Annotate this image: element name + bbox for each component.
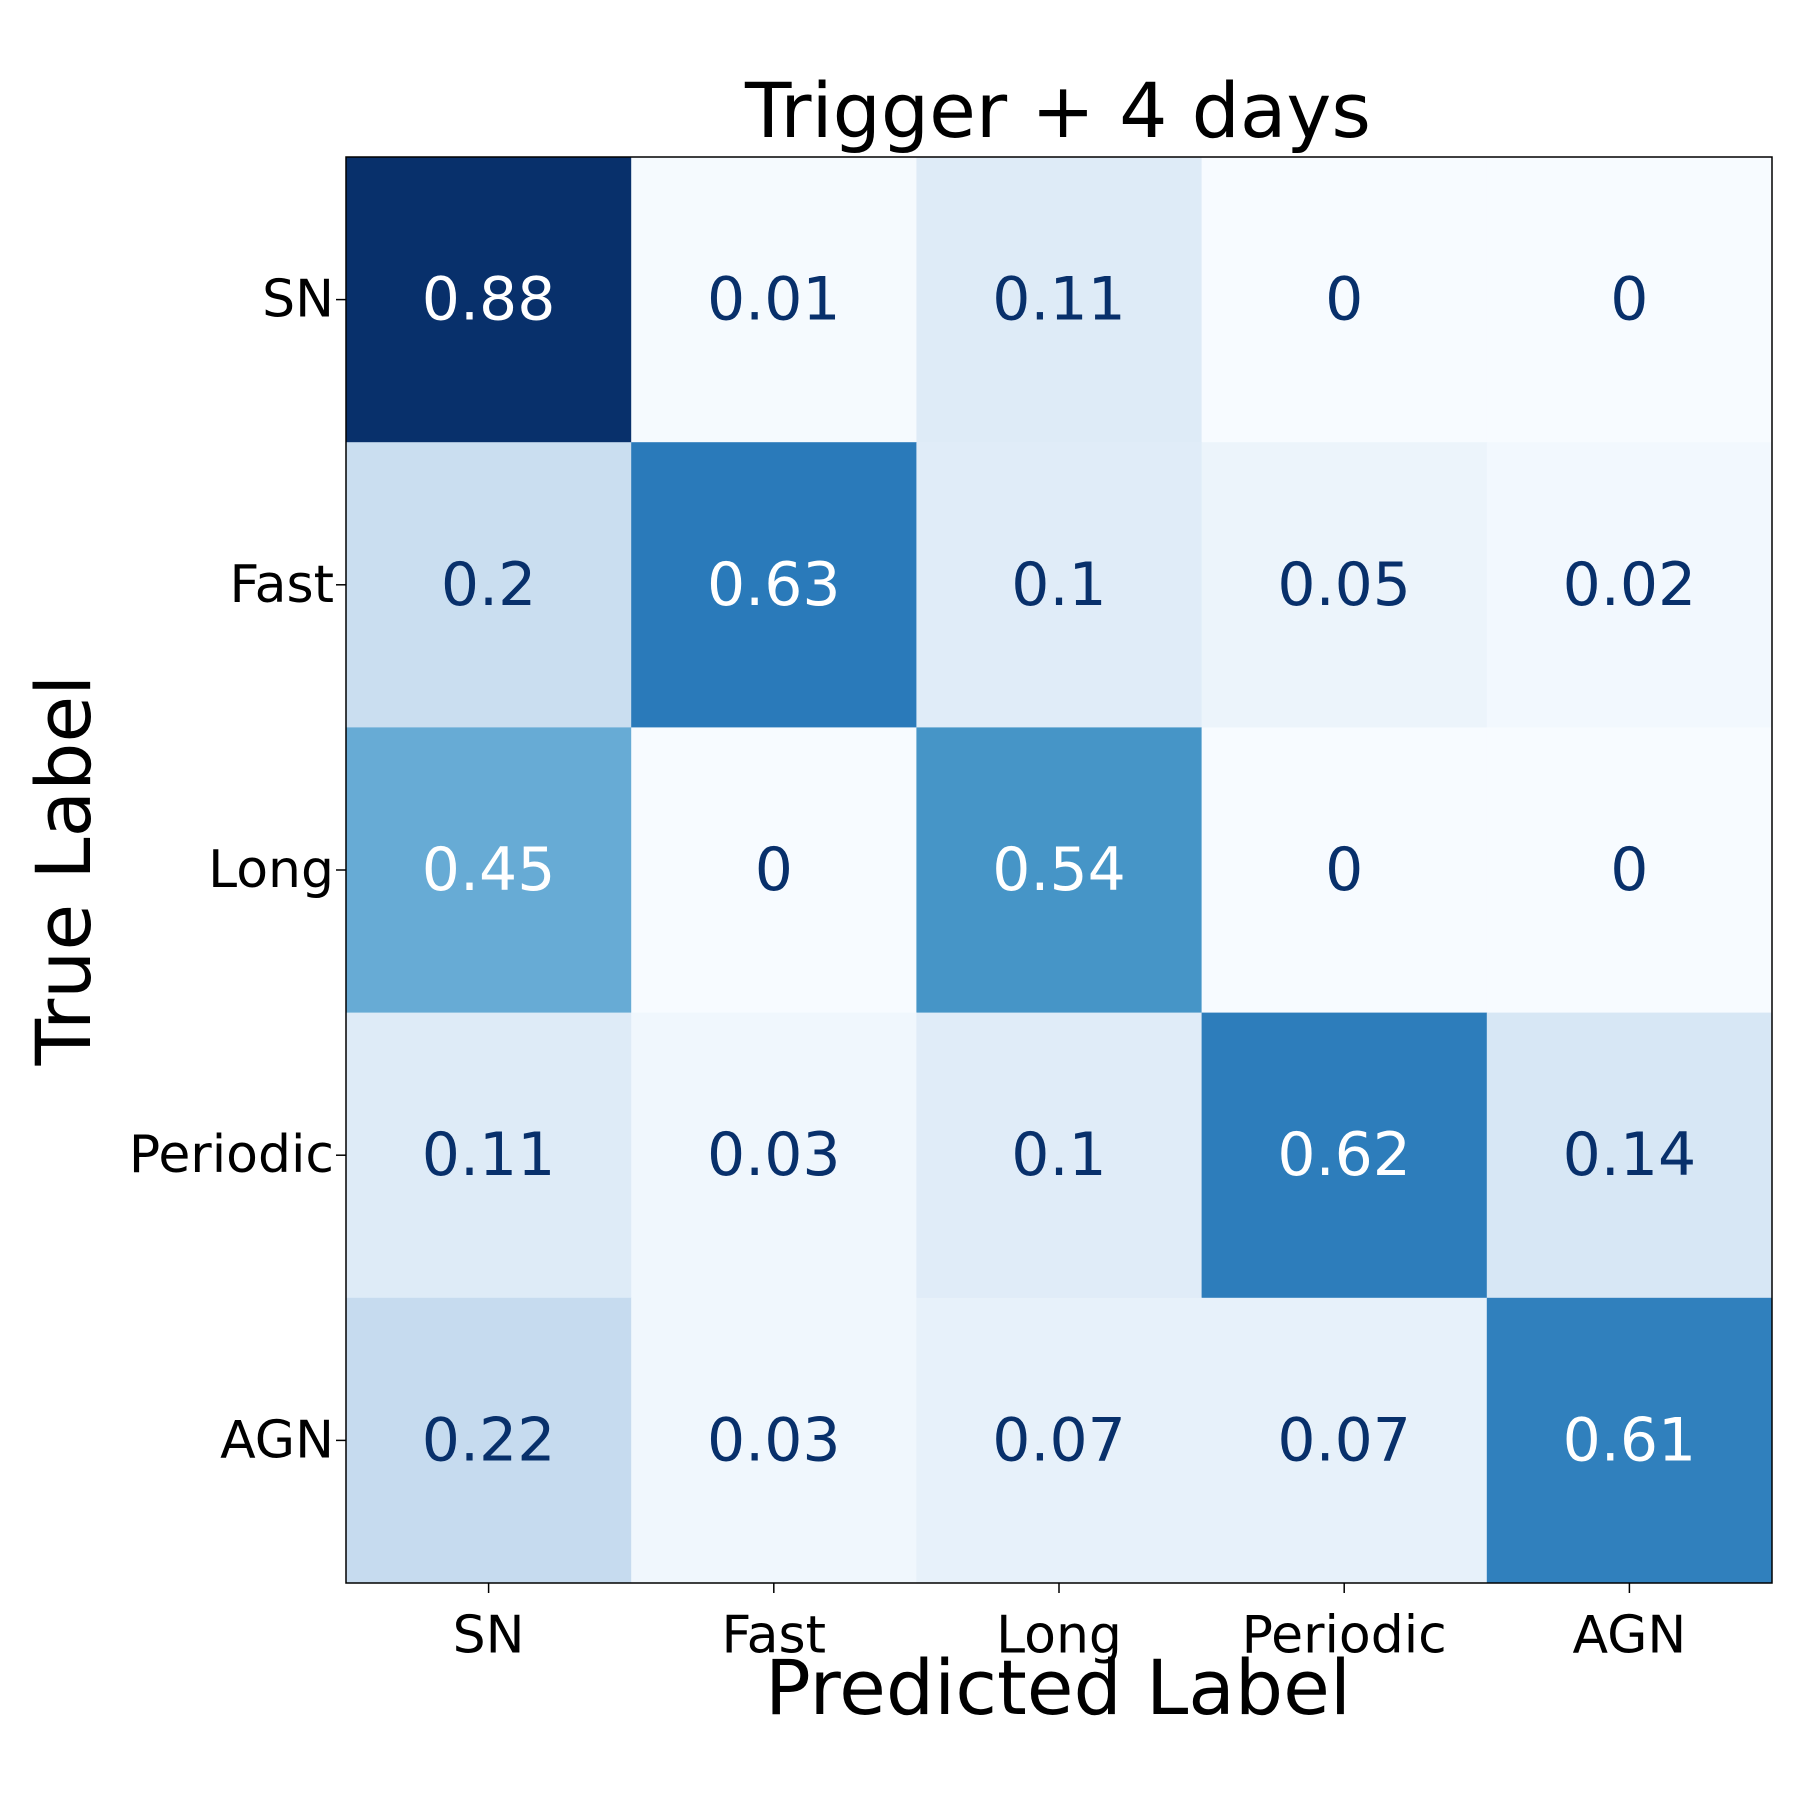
- heatmap-cell: [1201, 442, 1488, 728]
- cell-value-label: 0: [1325, 265, 1363, 335]
- y-tick-label: Periodic: [129, 1125, 334, 1185]
- heatmap-cell: [916, 1297, 1203, 1584]
- y-tick-label: Long: [208, 840, 334, 900]
- heatmap-cell: [631, 1297, 917, 1584]
- cell-value-label: 0.07: [1277, 1405, 1411, 1475]
- heatmap-cell: [631, 727, 917, 1014]
- y-tick-label: AGN: [220, 1410, 334, 1470]
- heatmap-cell: [916, 727, 1203, 1014]
- heatmap-cell: [1201, 727, 1488, 1014]
- cell-value-labels: 0.88 0.01 0.11 0 0 0.2 0.63 0.1 0.05 0.02 0.45 0 0.5…: [422, 265, 1696, 1476]
- heatmap-cell: [916, 1012, 1203, 1299]
- cell-value-label: 0.62: [1277, 1120, 1411, 1190]
- heatmap-cell: [916, 157, 1203, 443]
- heatmap-cell: [1486, 1012, 1773, 1299]
- heatmap-cell: [346, 157, 632, 443]
- cell-value-label: 0.1: [1011, 550, 1106, 620]
- cell-value-label: 0.07: [992, 1405, 1126, 1475]
- y-axis-label: True Label: [19, 675, 108, 1067]
- cell-value-label: 0.61: [1563, 1405, 1697, 1475]
- cell-value-label: 0: [1610, 835, 1648, 905]
- y-tick-label: Fast: [230, 555, 334, 615]
- x-tick-label: Long: [996, 1606, 1122, 1666]
- heatmap-cell: [346, 727, 632, 1014]
- cell-value-label: 0.03: [707, 1405, 841, 1475]
- cell-value-label: 0.01: [707, 265, 841, 335]
- heatmap-cell: [631, 157, 917, 443]
- heatmap-cell: [1486, 727, 1773, 1014]
- x-tick-label: Periodic: [1242, 1606, 1447, 1666]
- cell-value-label: 0.05: [1277, 550, 1411, 620]
- x-axis-ticks: SN Fast Long Periodic AGN: [453, 1583, 1686, 1666]
- heatmap-cell: [1486, 442, 1773, 728]
- heatmap-cell: [346, 1012, 632, 1299]
- cell-value-label: 0.03: [707, 1120, 841, 1190]
- cell-value-label: 0.11: [992, 265, 1126, 335]
- x-axis-label: Predicted Label: [765, 1643, 1351, 1732]
- heatmap-cell: [631, 1012, 917, 1299]
- heatmap-cell: [631, 442, 917, 728]
- y-axis-ticks: SN Fast Long Periodic AGN: [129, 270, 346, 1470]
- heatmap-cell: [1486, 1297, 1773, 1584]
- x-tick-label: AGN: [1572, 1606, 1686, 1666]
- heatmap-cell: [346, 1297, 632, 1584]
- cell-value-label: 0.54: [992, 835, 1126, 905]
- y-tick-label: SN: [262, 270, 334, 330]
- heatmap-cell: [916, 442, 1203, 728]
- x-tick-label: Fast: [722, 1606, 826, 1666]
- heatmap-cell: [346, 442, 632, 728]
- cell-value-label: 0.11: [422, 1120, 556, 1190]
- cell-value-label: 0.02: [1563, 550, 1697, 620]
- x-tick-label: SN: [453, 1606, 525, 1666]
- cell-value-label: 0.1: [1011, 1120, 1106, 1190]
- chart-title: Trigger + 4 days: [744, 66, 1371, 155]
- cell-value-label: 0.14: [1563, 1120, 1697, 1190]
- cell-value-label: 0.2: [441, 550, 536, 620]
- cell-value-label: 0: [1610, 265, 1648, 335]
- heatmap-cell: [1201, 157, 1488, 443]
- heatmap-cell: [1201, 1012, 1488, 1299]
- cell-value-label: 0.22: [422, 1405, 556, 1475]
- cell-value-label: 0.45: [422, 835, 556, 905]
- heatmap-cell: [1486, 157, 1773, 443]
- heatmap-cell: [1201, 1297, 1488, 1584]
- cell-value-label: 0: [1325, 835, 1363, 905]
- heatmap-cells: [346, 157, 1773, 1584]
- cell-value-label: 0: [755, 835, 793, 905]
- cell-value-label: 0.88: [422, 265, 556, 335]
- cell-value-label: 0.63: [707, 550, 841, 620]
